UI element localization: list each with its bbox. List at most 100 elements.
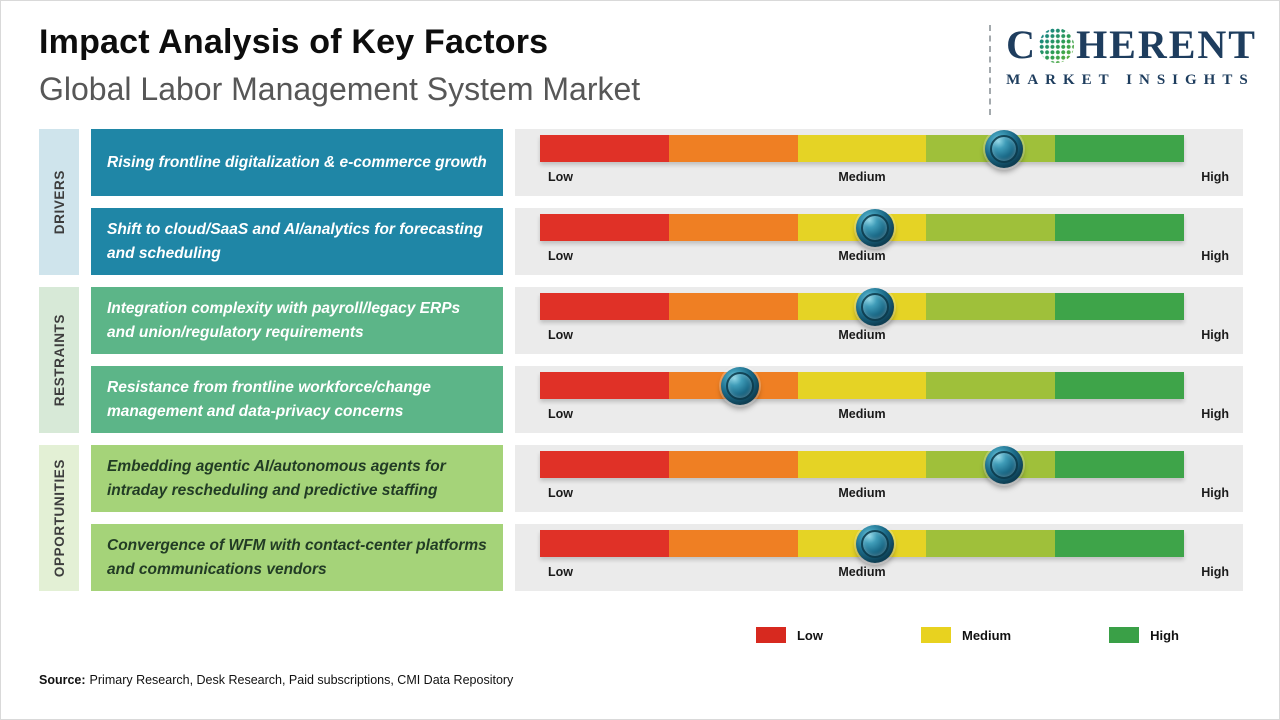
logo-letter-start: C <box>1006 22 1038 67</box>
impact-marker <box>720 366 759 405</box>
impact-bar-cell: Low Medium High <box>515 287 1243 354</box>
globe-dots-icon <box>1039 28 1074 63</box>
bar-segment <box>1055 214 1184 241</box>
bar-segment <box>540 214 669 241</box>
impact-bar-cell: Low Medium High <box>515 524 1243 591</box>
factor-box: Convergence of WFM with contact-center p… <box>91 524 503 591</box>
company-logo: C HERENT MARKET INSIGHTS <box>989 23 1257 115</box>
bar-segment <box>1055 293 1184 320</box>
scale-low-label: Low <box>548 249 573 263</box>
bar-segment <box>668 214 798 241</box>
legend-swatch-low <box>755 627 786 643</box>
header: Impact Analysis of Key Factors Global La… <box>1 1 1279 115</box>
impact-bar <box>540 524 1184 563</box>
bar-segment <box>540 293 669 320</box>
source-label: Source: <box>39 673 86 687</box>
group-restraints: RESTRAINTS <box>39 287 79 433</box>
logo-tagline: MARKET INSIGHTS <box>1006 72 1255 88</box>
bar-segment <box>926 530 1056 557</box>
logo-text: C HERENT MARKET INSIGHTS <box>1006 25 1257 89</box>
legend-swatch-medium <box>920 627 951 643</box>
impact-bar-cell: Low Medium High <box>515 129 1243 196</box>
scale-medium-label: Medium <box>838 565 886 579</box>
legend-label-medium: Medium <box>961 627 1012 643</box>
scale-low-label: Low <box>548 170 573 184</box>
impact-marker <box>855 208 894 247</box>
group-drivers-label: DRIVERS <box>51 169 67 235</box>
impact-bar-cell: Low Medium High <box>515 366 1243 433</box>
scale-labels: Low Medium High <box>540 241 1229 267</box>
scale-high-label: High <box>1201 486 1229 500</box>
legend-item-low: Low <box>755 627 823 643</box>
group-drivers: DRIVERS <box>39 129 79 275</box>
impact-marker <box>855 287 894 326</box>
impact-marker <box>984 129 1023 168</box>
scale-medium-label: Medium <box>838 328 886 342</box>
bar-segment <box>668 530 798 557</box>
scale-medium-label: Medium <box>838 249 886 263</box>
factor-text: Rising frontline digitalization & e-comm… <box>107 153 487 171</box>
bar-segment <box>540 135 669 162</box>
bar-segment <box>540 530 669 557</box>
bar-segment <box>1055 372 1184 399</box>
bar-segment <box>797 451 927 478</box>
bar-segment <box>668 135 798 162</box>
factor-box: Integration complexity with payroll/lega… <box>91 287 503 354</box>
bar-segment <box>1055 530 1184 557</box>
bar-segment <box>1055 135 1184 162</box>
impact-bar <box>540 129 1184 168</box>
logo-letters-end: HERENT <box>1076 22 1257 67</box>
impact-bar <box>540 287 1184 326</box>
legend: Low Medium High <box>1 627 1179 643</box>
scale-labels: Low Medium High <box>540 478 1229 504</box>
impact-matrix: DRIVERS RESTRAINTS OPPORTUNITIES Rising … <box>39 129 1243 591</box>
bar-segment <box>926 293 1056 320</box>
bar-segment <box>926 214 1056 241</box>
bar-segment <box>1055 451 1184 478</box>
source-text: Primary Research, Desk Research, Paid su… <box>89 673 514 687</box>
legend-label-high: High <box>1150 627 1179 643</box>
scale-high-label: High <box>1201 249 1229 263</box>
scale-low-label: Low <box>548 565 573 579</box>
scale-medium-label: Medium <box>838 407 886 421</box>
scale-labels: Low Medium High <box>540 162 1229 188</box>
impact-bar-cell: Low Medium High <box>515 445 1243 512</box>
factor-text: Integration complexity with payroll/lega… <box>107 300 461 341</box>
bar-segment <box>540 372 669 399</box>
page-title: Impact Analysis of Key Factors <box>39 23 549 61</box>
scale-low-label: Low <box>548 328 573 342</box>
factor-text: Convergence of WFM with contact-center p… <box>107 537 487 578</box>
legend-item-medium: Medium <box>920 627 1012 643</box>
bar-segment <box>668 293 798 320</box>
factor-box: Resistance from frontline workforce/chan… <box>91 366 503 433</box>
factor-box: Rising frontline digitalization & e-comm… <box>91 129 503 196</box>
title-block: Impact Analysis of Key Factors Global La… <box>39 23 640 108</box>
legend-item-high: High <box>1109 627 1179 643</box>
scale-high-label: High <box>1201 407 1229 421</box>
factor-text: Embedding agentic AI/autonomous agents f… <box>107 458 446 499</box>
impact-bar-cell: Low Medium High <box>515 208 1243 275</box>
page-subtitle: Global Labor Management System Market <box>39 71 641 107</box>
scale-labels: Low Medium High <box>540 399 1229 425</box>
scale-medium-label: Medium <box>838 486 886 500</box>
group-restraints-label: RESTRAINTS <box>51 313 67 407</box>
source-note: Source: Primary Research, Desk Research, … <box>39 673 1279 687</box>
group-opportunities: OPPORTUNITIES <box>39 445 79 591</box>
impact-bar <box>540 208 1184 247</box>
factor-text: Resistance from frontline workforce/chan… <box>107 379 431 420</box>
impact-marker <box>855 524 894 563</box>
group-opportunities-label: OPPORTUNITIES <box>51 458 67 578</box>
factor-box: Embedding agentic AI/autonomous agents f… <box>91 445 503 512</box>
scale-labels: Low Medium High <box>540 320 1229 346</box>
scale-low-label: Low <box>548 486 573 500</box>
scale-high-label: High <box>1201 170 1229 184</box>
scale-high-label: High <box>1201 565 1229 579</box>
legend-label-low: Low <box>796 627 823 643</box>
scale-high-label: High <box>1201 328 1229 342</box>
impact-marker <box>984 445 1023 484</box>
bar-segment <box>540 451 669 478</box>
scale-low-label: Low <box>548 407 573 421</box>
bar-segment <box>668 451 798 478</box>
logo-wordmark: C HERENT <box>1006 25 1257 65</box>
